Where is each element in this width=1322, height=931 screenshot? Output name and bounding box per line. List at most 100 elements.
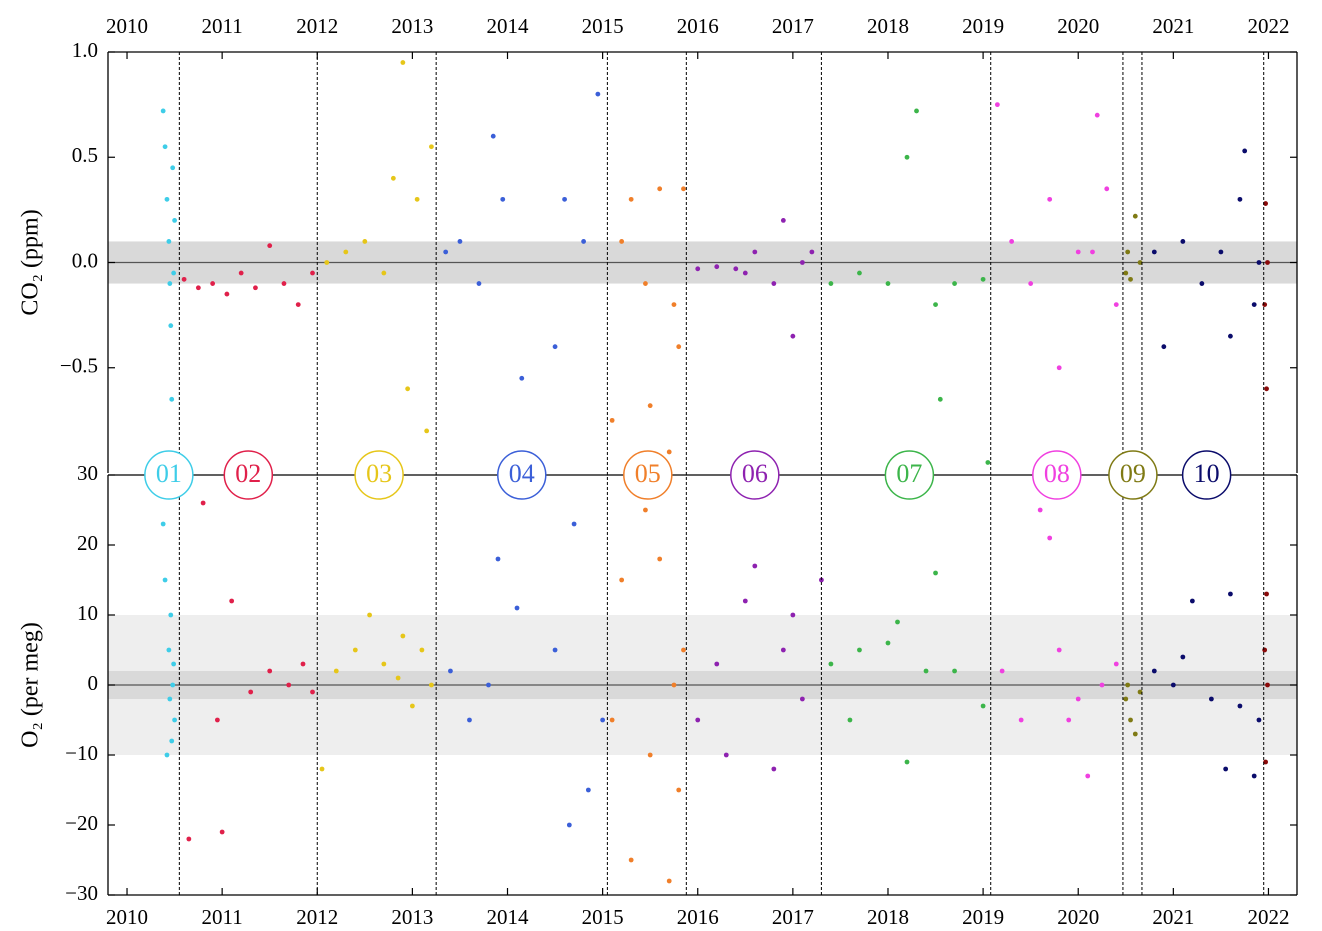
y-axis-label: O₂ (per meg) [18,622,44,748]
data-point [1208,696,1214,702]
data-point [771,281,777,286]
data-point [400,633,406,639]
data-point [160,521,166,527]
data-point [1125,682,1131,688]
data-point [647,403,653,409]
x-tick-label: 2019 [962,14,1004,38]
data-point [1137,689,1143,695]
data-point [1228,591,1233,597]
data-point [714,661,720,667]
x-tick-label: 2020 [1057,14,1099,38]
data-point [780,218,786,223]
data-point [552,647,558,653]
segment-badge [730,450,780,500]
data-point [495,556,501,562]
data-point [362,239,368,244]
data-point [171,270,177,276]
segment-badge [497,450,547,500]
segment-badge [884,450,935,500]
data-point [647,752,653,758]
data-point [980,276,986,282]
x-tick-label: 2015 [582,14,624,38]
data-point [895,619,900,625]
data-point [1242,148,1248,154]
x-tick-label: 2012 [296,14,338,38]
data-point [562,196,567,202]
data-point [937,396,943,402]
segment-label: 06 [742,459,768,488]
data-point [600,717,606,723]
segment-badge [1032,450,1082,500]
data-point [1056,365,1062,371]
data-point [381,270,387,276]
data-point [1066,717,1072,723]
data-point [994,102,1000,108]
data-point [443,249,449,255]
data-point [281,281,287,286]
data-point [1099,682,1105,688]
data-point [828,281,834,286]
segment-label: 01 [156,459,182,488]
data-point [300,661,306,667]
segment-label: 04 [509,459,535,488]
data-point [164,196,170,202]
data-point [923,668,929,674]
data-point [681,186,686,192]
x-tick-label: 2013 [391,14,433,38]
data-point [847,717,853,723]
data-point [885,640,891,646]
data-point [1113,661,1119,667]
data-point [486,682,491,688]
data-point [585,787,591,793]
data-point [414,196,420,202]
data-point [166,239,172,244]
data-point [952,668,957,674]
x-tick-label: 2019 [962,905,1004,929]
x-tick-label: 2011 [202,14,243,38]
data-point [733,266,739,272]
data-point [514,605,520,611]
data-point [1075,696,1081,702]
data-point [1104,186,1110,192]
data-point [1251,302,1257,307]
segment-badge [223,450,274,500]
data-point [405,386,411,392]
data-point [319,766,325,772]
data-point [695,717,701,723]
x-tick-label: 2012 [296,905,338,929]
data-point [1251,773,1257,779]
y-tick-label: 0.5 [72,143,98,167]
data-point [429,144,434,150]
y-tick-label: −20 [65,811,98,835]
data-point [457,239,463,244]
data-point [1237,196,1243,202]
data-point [619,239,625,244]
data-point [219,829,225,835]
y-tick-label: −30 [65,881,98,905]
y-tick-label: −10 [65,741,98,765]
data-point [1262,302,1268,307]
data-point [799,696,805,702]
data-point [1075,249,1081,255]
data-point [857,270,862,276]
data-point [167,696,173,702]
data-point [742,270,748,276]
y-axis-label: CO₂ (ppm) [18,209,44,315]
data-point [1128,276,1133,282]
data-point [1047,535,1053,541]
data-point [214,717,220,723]
x-tick-label: 2010 [106,14,148,38]
data-point [172,218,177,223]
data-point [566,822,572,828]
x-tick-label: 2010 [106,905,148,929]
segment-badge [144,450,194,500]
data-point [1265,260,1270,265]
data-point [169,396,175,402]
data-point [1009,239,1015,244]
data-point [1264,591,1269,597]
data-point [790,612,796,618]
data-point [170,682,176,688]
segment-label: 02 [235,459,261,488]
data-point [1161,344,1167,350]
